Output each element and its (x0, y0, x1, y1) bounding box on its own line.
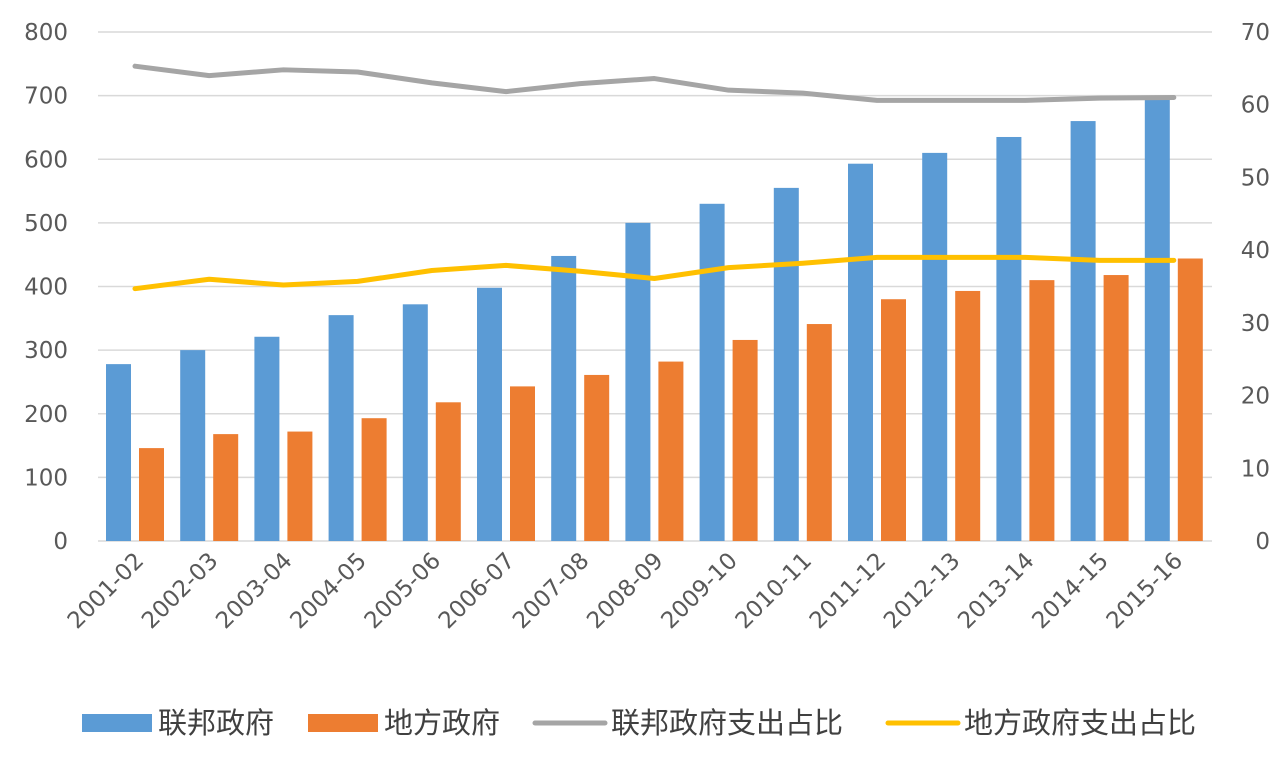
x-axis-ticks: 2001-022002-032003-042004-052005-062006-… (63, 548, 1188, 634)
x-tick-label: 2010-11 (731, 548, 817, 634)
bar-联邦政府-2002-03 (180, 350, 206, 541)
bar-联邦政府-2014-15 (1070, 121, 1096, 541)
x-tick-label: 2004-05 (285, 548, 371, 634)
y-right-tick-label: 20 (1241, 384, 1270, 410)
bar-地方政府-2009-10 (732, 339, 758, 541)
bar-联邦政府-2007-08 (551, 255, 577, 541)
x-tick-label: 2009-10 (656, 548, 742, 634)
bar-地方政府-2011-12 (881, 299, 906, 541)
bar-联邦政府-2003-04 (254, 336, 280, 541)
y-left-tick-label: 400 (24, 275, 68, 301)
bar-地方政府-2003-04 (287, 431, 313, 541)
y-left-tick-label: 300 (24, 338, 68, 364)
bar-联邦政府-2012-13 (922, 152, 948, 541)
bar-联邦政府-2005-06 (402, 304, 428, 541)
line-地方政府支出占比 (132, 254, 1177, 292)
y-left-tick-label: 100 (24, 465, 68, 491)
left-axis-ticks: 0 100 200 300 400 500 600 700 800 (24, 20, 68, 555)
y-right-tick-label: 50 (1241, 165, 1270, 191)
legend-swatch-联邦政府 (82, 714, 152, 732)
y-left-tick-label: 700 (24, 84, 68, 110)
legend: 联邦政府 地方政府 联邦政府支出占比 地方政府支出占比 (82, 706, 1196, 740)
bar-联邦政府-2009-10 (699, 203, 725, 541)
y-left-tick-label: 600 (24, 147, 68, 173)
x-tick-label: 2008-09 (582, 548, 668, 634)
y-right-tick-label: 30 (1241, 311, 1270, 337)
x-tick-label: 2001-02 (63, 548, 149, 634)
y-right-tick-label: 40 (1241, 238, 1270, 264)
bar-地方政府-2001-02 (139, 448, 164, 541)
bar-地方政府-2015-16 (1177, 258, 1203, 541)
line-联邦政府支出占比 (132, 63, 1177, 103)
bar-联邦政府-2013-14 (996, 136, 1022, 541)
bar-联邦政府-2015-16 (1144, 98, 1170, 542)
legend-swatch-地方政府 (308, 714, 378, 732)
bar-联邦政府-2011-12 (848, 163, 873, 542)
x-tick-label: 2013-14 (953, 548, 1039, 634)
bar-地方政府-2002-03 (213, 434, 239, 541)
x-tick-label: 2014-15 (1027, 548, 1113, 634)
legend-label-联邦政府支出占比: 联邦政府支出占比 (611, 706, 843, 740)
legend-label-地方政府支出占比: 地方政府支出占比 (964, 706, 1196, 740)
bar-地方政府-2013-14 (1029, 280, 1055, 541)
y-right-tick-label: 60 (1241, 93, 1270, 119)
bar-联邦政府-2010-11 (773, 187, 799, 541)
legend-label-联邦政府: 联邦政府 (158, 706, 274, 740)
bar-地方政府-2010-11 (806, 324, 832, 541)
x-tick-label: 2003-04 (211, 548, 297, 634)
bar-地方政府-2005-06 (435, 402, 461, 541)
x-tick-label: 2005-06 (360, 548, 446, 634)
x-tick-label: 2007-08 (508, 548, 594, 634)
bar-地方政府-2008-09 (658, 361, 684, 541)
y-right-tick-label: 10 (1241, 456, 1270, 482)
bar-联邦政府-2006-07 (477, 287, 502, 541)
bar-地方政府-2006-07 (510, 386, 535, 541)
y-left-tick-label: 800 (24, 20, 68, 46)
x-tick-label: 2002-03 (137, 548, 223, 634)
x-tick-label: 2011-12 (805, 548, 891, 634)
bar-地方政府-2004-05 (361, 418, 387, 541)
bar-地方政府-2007-08 (584, 374, 610, 541)
y-right-tick-label: 0 (1255, 529, 1270, 555)
bar-地方政府-2012-13 (955, 290, 981, 541)
bar-地方政府-2014-15 (1103, 275, 1129, 541)
bar-联邦政府-2008-09 (625, 222, 651, 541)
bar-series (106, 98, 1203, 542)
right-axis-ticks: 0 10 20 30 40 50 60 70 (1241, 20, 1270, 555)
x-tick-label: 2012-13 (879, 548, 965, 634)
x-tick-label: 2015-16 (1102, 548, 1188, 634)
y-left-tick-label: 0 (53, 529, 68, 555)
y-left-tick-label: 500 (24, 211, 68, 237)
x-tick-label: 2006-07 (434, 548, 520, 634)
legend-label-地方政府: 地方政府 (384, 706, 500, 740)
y-right-tick-label: 70 (1241, 20, 1270, 46)
line-series (132, 63, 1177, 292)
y-left-tick-label: 200 (24, 402, 68, 428)
bar-联邦政府-2004-05 (328, 315, 354, 541)
bar-联邦政府-2001-02 (106, 364, 131, 541)
